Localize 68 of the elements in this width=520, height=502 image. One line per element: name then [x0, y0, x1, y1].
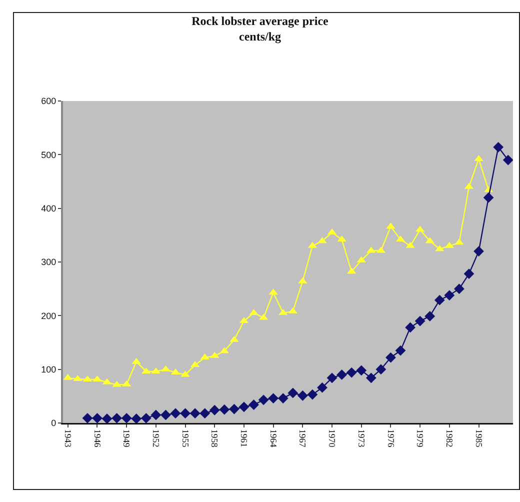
point [386, 352, 396, 363]
x-tick-label: 1943 [62, 429, 73, 448]
chart-subtitle: cents/kg [239, 30, 281, 44]
point [209, 404, 220, 416]
point [366, 372, 376, 384]
x-tick-label: 1958 [210, 429, 220, 448]
x-tick-label: 1961 [239, 429, 250, 448]
point [131, 414, 142, 423]
chart-title: Rock lobster average price [192, 14, 330, 28]
point [474, 246, 484, 256]
point [464, 268, 474, 280]
point [502, 154, 513, 166]
x-tick-label: 1973 [356, 429, 366, 448]
point [493, 142, 504, 152]
x-tick-label: 1985 [474, 429, 484, 448]
point [414, 316, 426, 326]
point [190, 408, 200, 419]
x-tick-label: 1952 [151, 429, 162, 448]
point [346, 367, 357, 378]
x-tick-label: 1955 [180, 429, 190, 448]
point [395, 345, 406, 356]
point [160, 410, 171, 420]
point [200, 408, 210, 419]
point [326, 372, 338, 384]
point [92, 412, 102, 423]
point [444, 290, 455, 300]
point [454, 284, 464, 294]
x-tick-label: 1964 [268, 429, 278, 448]
point [219, 404, 230, 415]
point [405, 322, 416, 333]
y-tick-label: 200 [41, 310, 56, 321]
point [140, 412, 152, 423]
point [424, 311, 436, 322]
point [150, 410, 162, 420]
y-tick-label: 500 [41, 150, 56, 160]
x-tick-label: 1946 [92, 429, 102, 448]
point [278, 393, 288, 404]
point [121, 412, 132, 423]
x-tick-label: 1970 [327, 429, 338, 448]
point [317, 382, 328, 393]
point [180, 408, 190, 419]
point [356, 365, 367, 376]
y-tick-label: 400 [41, 203, 56, 214]
point [82, 412, 93, 423]
point [102, 414, 112, 423]
x-tick-label: 1967 [298, 429, 308, 448]
x-tick-label: 1949 [122, 429, 132, 448]
point [258, 394, 269, 406]
y-tick-label: 100 [41, 364, 56, 374]
point [229, 404, 240, 414]
point [483, 192, 494, 203]
point [376, 364, 386, 375]
point [307, 389, 318, 400]
point [170, 408, 181, 419]
point [238, 402, 250, 412]
point [336, 370, 347, 380]
x-tick-label: 1982 [444, 429, 454, 448]
point [248, 400, 259, 410]
y-tick-label: 600 [41, 96, 56, 106]
x-tick-label: 1976 [386, 429, 396, 448]
point [297, 390, 308, 401]
x-tick-label: 1979 [415, 429, 426, 448]
y-tick-label: 0 [51, 418, 56, 428]
point [268, 393, 279, 404]
y-tick-label: 300 [41, 257, 56, 268]
point [288, 388, 298, 398]
point [434, 294, 445, 306]
point [112, 412, 122, 423]
